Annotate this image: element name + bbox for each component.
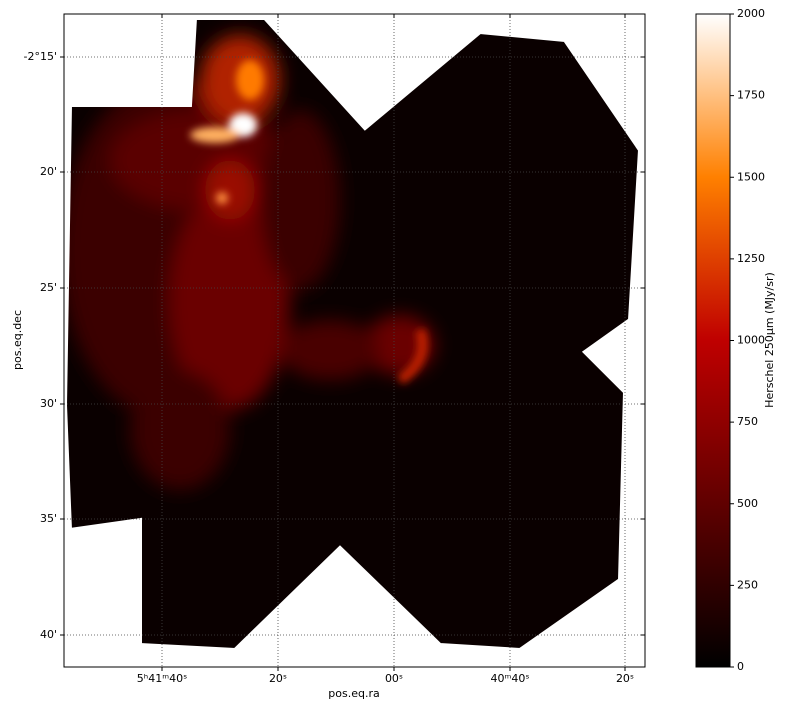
colorbar-label: Herschel 250μm (MJy/sr) <box>763 272 776 408</box>
y-tick-label: 30' <box>40 397 57 410</box>
x-tick-label: 00ˢ <box>385 672 403 685</box>
colorbar-tick-label: 500 <box>737 497 758 510</box>
x-tick-label: 20ˢ <box>269 672 287 685</box>
x-tick-label: 40ᵐ40ˢ <box>491 672 530 685</box>
map-image <box>65 18 640 650</box>
y-tick-label: 25' <box>40 281 57 294</box>
plot-frame <box>63 13 646 668</box>
colorbar-tick-label: 1750 <box>737 89 765 102</box>
coverage-edge <box>62 16 643 653</box>
colorbar-tick-label: 250 <box>737 578 758 591</box>
colorbar-tick-label: 1250 <box>737 252 765 265</box>
colorbar-tick-label: 2000 <box>737 7 765 20</box>
colorbar <box>695 13 731 668</box>
y-tick-label: 35' <box>40 512 57 525</box>
colorbar-tick-label: 0 <box>737 660 744 673</box>
x-tick-label: 20ˢ <box>616 672 634 685</box>
y-tick-label: 20' <box>40 165 57 178</box>
y-tick-label: 40' <box>40 628 57 641</box>
colorbar-tick-label: 750 <box>737 415 758 428</box>
colorbar-tick-label: 1000 <box>737 334 765 347</box>
y-axis-label: pos.eq.dec <box>11 310 24 370</box>
colorbar-tick-label: 1500 <box>737 170 765 183</box>
y-tick-label: -2°15' <box>24 50 58 63</box>
x-axis-label: pos.eq.ra <box>328 687 379 700</box>
x-tick-label: 5ʰ41ᵐ40ˢ <box>137 672 187 685</box>
